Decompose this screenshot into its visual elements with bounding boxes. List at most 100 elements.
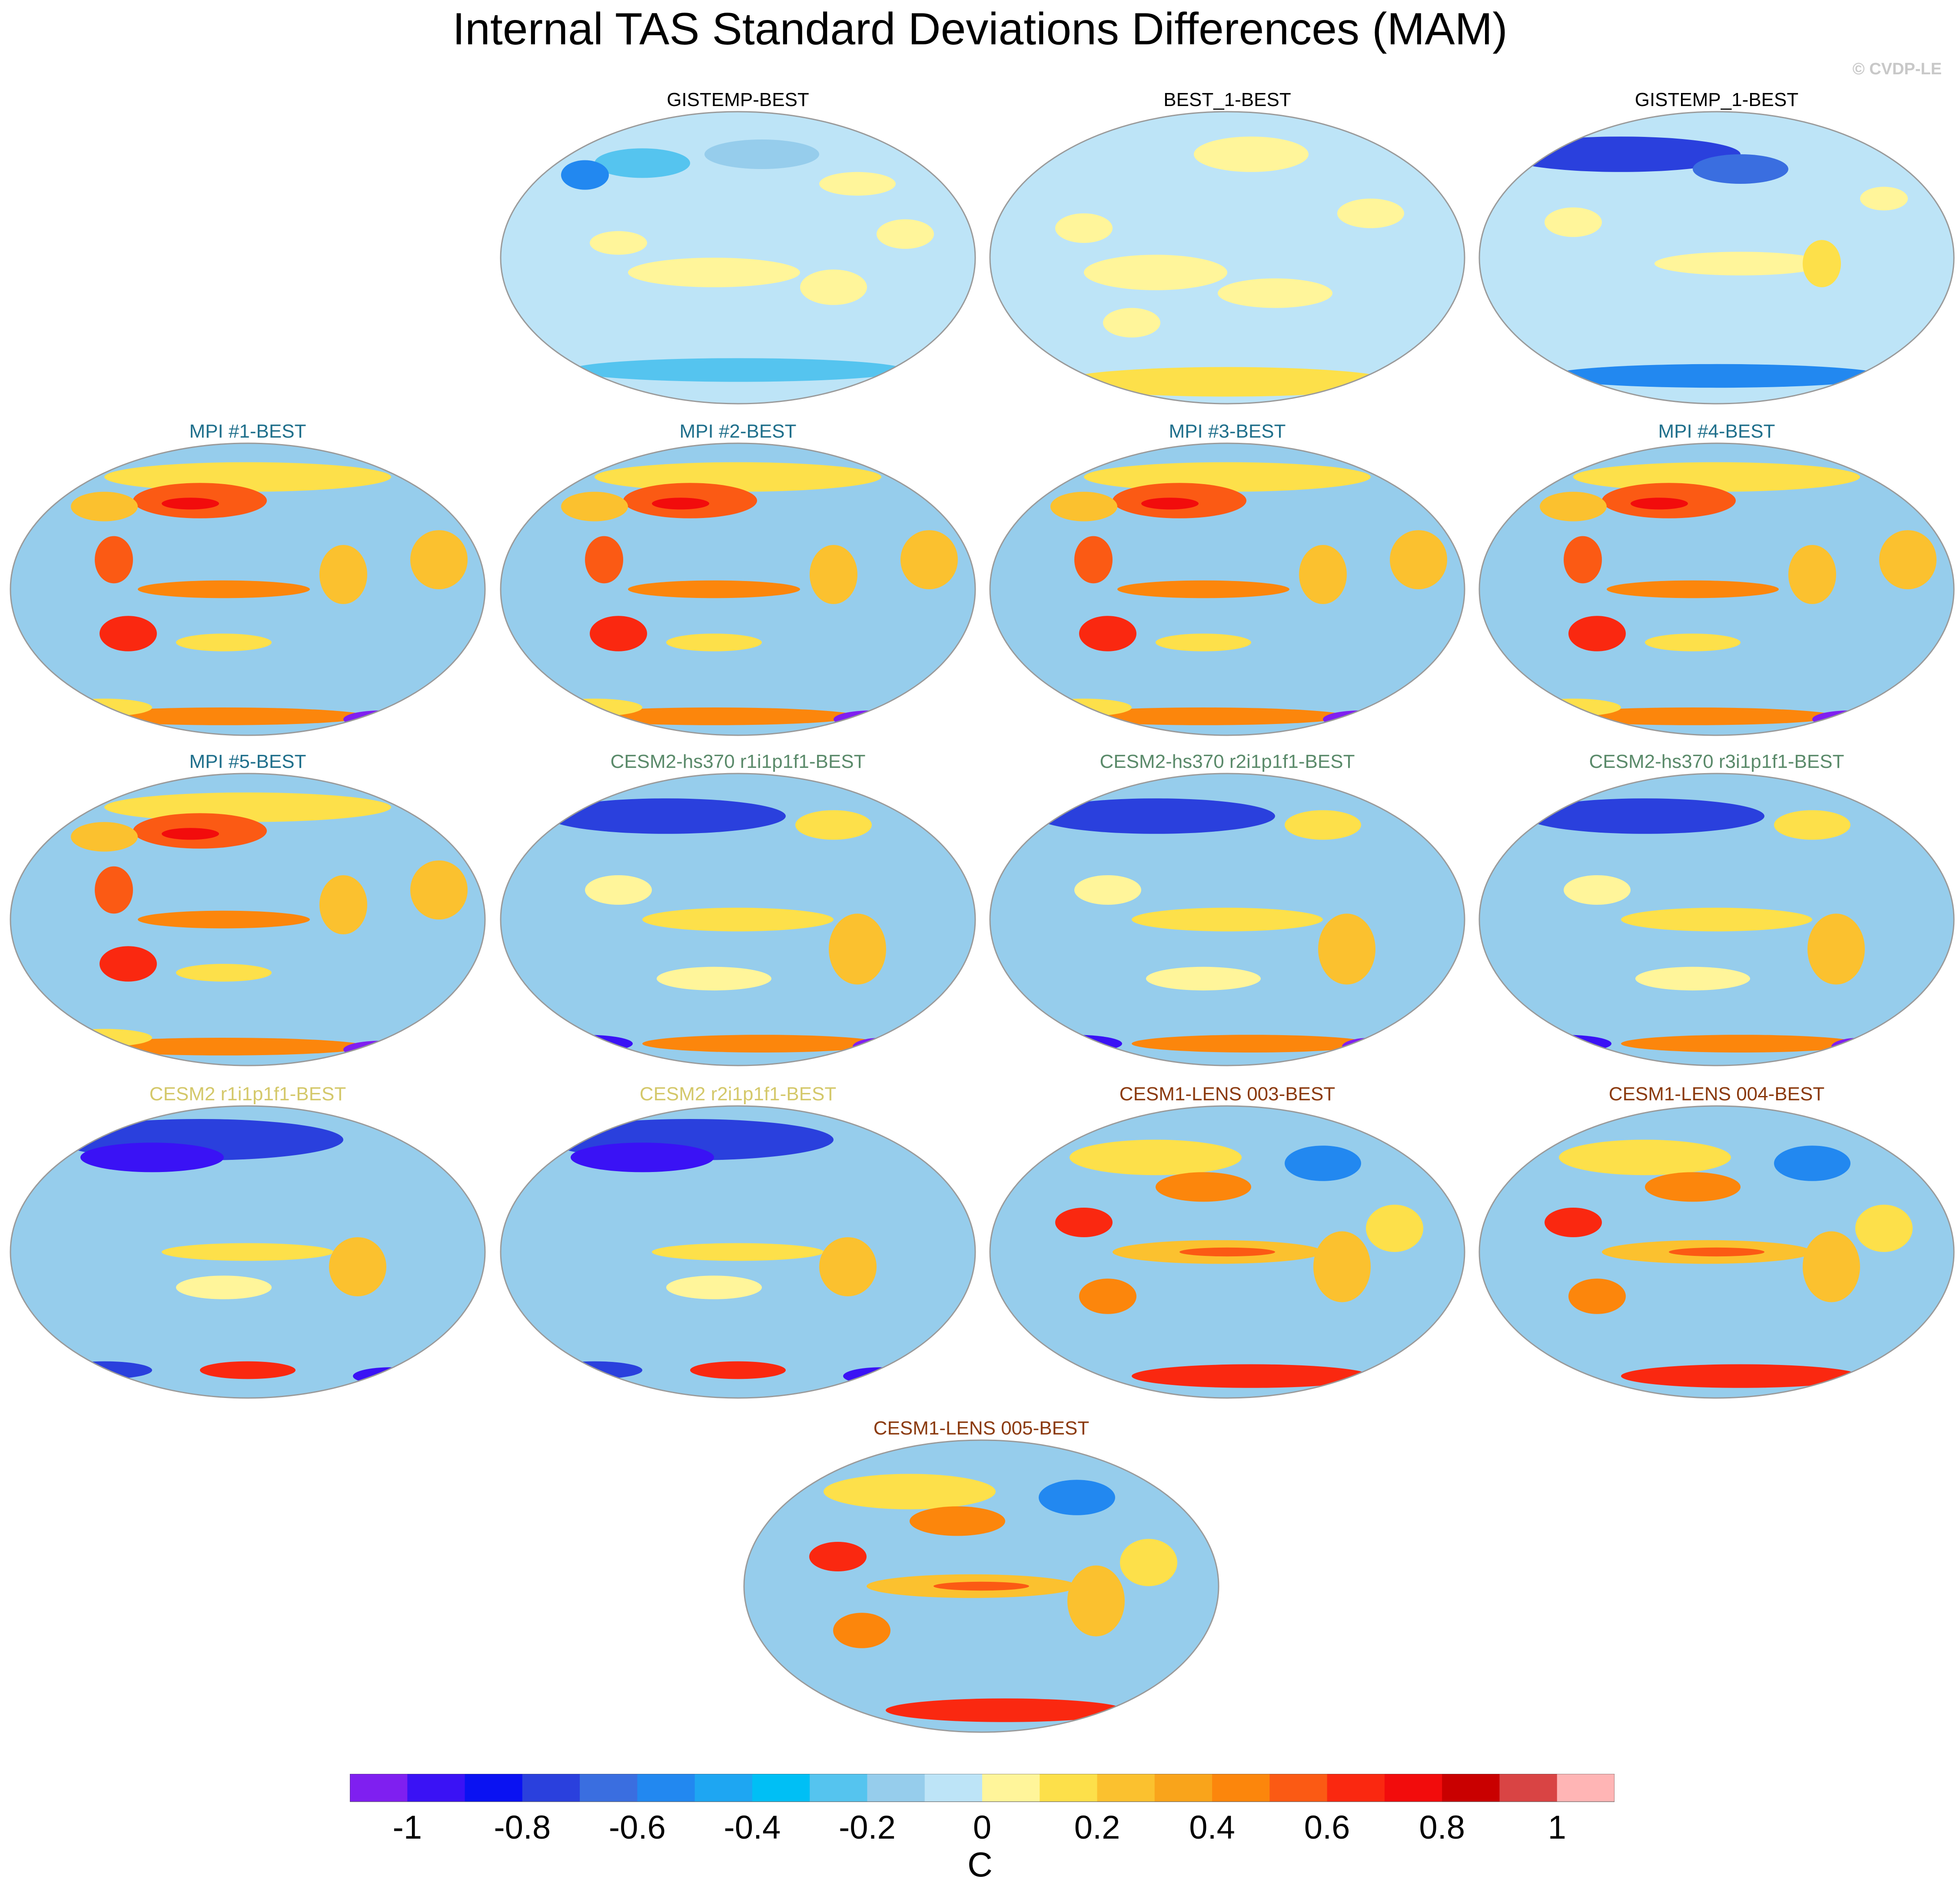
colorbar-tick-label: 0.4 <box>1189 1809 1235 1846</box>
colorbar-swatch <box>407 1774 465 1802</box>
map-outline <box>10 442 486 736</box>
robinson-map <box>500 1105 976 1399</box>
anomaly-region <box>1141 498 1199 510</box>
anomaly-region <box>585 875 652 905</box>
anomaly-region <box>1879 530 1937 589</box>
anomaly-region <box>809 1542 867 1571</box>
anomaly-region <box>547 698 642 717</box>
anomaly-region <box>819 1237 877 1296</box>
colorbar-tick-label: 0.6 <box>1304 1809 1350 1846</box>
anomaly-region <box>1654 252 1827 276</box>
anomaly-region <box>1103 308 1160 338</box>
anomaly-region <box>319 875 367 934</box>
anomaly-region <box>410 860 468 920</box>
anomaly-region <box>1621 1035 1860 1053</box>
anomaly-region <box>1621 907 1812 932</box>
anomaly-region <box>833 1613 890 1648</box>
map-outline <box>10 1105 486 1399</box>
anomaly-region <box>561 160 609 190</box>
anomaly-region <box>585 536 623 584</box>
panel-title: MPI #3-BEST <box>1169 421 1286 442</box>
map-outline <box>743 1439 1219 1733</box>
anomaly-region <box>80 707 367 725</box>
anomaly-region <box>1635 966 1750 991</box>
anomaly-region <box>1774 1146 1850 1181</box>
anomaly-region <box>1631 498 1688 510</box>
anomaly-region <box>1299 545 1347 604</box>
anomaly-region <box>1803 1231 1860 1302</box>
colorbar-swatch <box>1269 1774 1328 1802</box>
anomaly-region <box>652 498 709 510</box>
anomaly-region <box>1525 798 1764 834</box>
anomaly-region <box>1559 1139 1731 1175</box>
anomaly-region <box>571 707 857 725</box>
colorbar-swatch <box>1557 1774 1615 1802</box>
panel-title: CESM1-LENS 005-BEST <box>873 1418 1090 1439</box>
anomaly-region <box>571 1142 714 1172</box>
anomaly-region <box>1156 1172 1251 1202</box>
colorbar-tick-label: 1 <box>1548 1809 1566 1846</box>
anomaly-region <box>1860 186 1908 211</box>
anomaly-region <box>1060 367 1395 397</box>
robinson-map <box>989 773 1465 1066</box>
colorbar <box>350 1774 1615 1802</box>
anomaly-region <box>1146 966 1261 991</box>
anomaly-region <box>1117 580 1289 598</box>
anomaly-region <box>200 1361 296 1379</box>
anomaly-region <box>1645 634 1741 651</box>
figure-title: Internal TAS Standard Deviations Differe… <box>452 4 1508 54</box>
map-outline <box>1478 773 1955 1066</box>
map-outline <box>10 773 486 1066</box>
anomaly-region <box>590 231 647 255</box>
anomaly-region <box>1285 1146 1361 1181</box>
anomaly-region <box>1525 698 1621 717</box>
colorbar-swatch <box>522 1774 580 1802</box>
anomaly-region <box>1788 545 1836 604</box>
robinson-map <box>10 1105 486 1399</box>
anomaly-region <box>595 148 690 178</box>
colorbar-swatch <box>1442 1774 1500 1802</box>
colorbar-tick-label: -1 <box>392 1809 422 1846</box>
anomaly-region <box>1831 1038 1889 1056</box>
robinson-map <box>1478 773 1955 1066</box>
anomaly-region <box>71 822 138 852</box>
anomaly-region <box>1540 491 1607 521</box>
anomaly-region <box>853 1038 910 1056</box>
panel-title: GISTEMP_1-BEST <box>1634 89 1799 110</box>
anomaly-region <box>1036 698 1132 717</box>
anomaly-region <box>1313 1231 1371 1302</box>
anomaly-region <box>162 1243 334 1261</box>
anomaly-region <box>100 946 157 982</box>
anomaly-region <box>1568 1278 1626 1314</box>
anomaly-region <box>80 1038 367 1056</box>
anomaly-region <box>1179 1247 1275 1257</box>
anomaly-region <box>100 616 157 651</box>
anomaly-region <box>1568 616 1626 651</box>
anomaly-region <box>56 1029 152 1047</box>
anomaly-region <box>353 1367 429 1385</box>
panel-title: MPI #1-BEST <box>189 421 306 442</box>
anomaly-region <box>795 810 872 840</box>
anomaly-region <box>410 530 468 589</box>
anomaly-region <box>1132 1364 1371 1388</box>
colorbar-swatch <box>982 1774 1040 1802</box>
colorbar-swatch <box>694 1774 753 1802</box>
anomaly-region <box>56 698 152 717</box>
anomaly-region <box>1055 213 1113 243</box>
anomaly-region <box>547 1361 642 1379</box>
map-outline <box>1478 442 1955 736</box>
panel-title: BEST_1-BEST <box>1163 89 1291 110</box>
panel-title: CESM2 r1i1p1f1-BEST <box>149 1083 346 1105</box>
anomaly-region <box>80 1142 224 1172</box>
colorbar-tick-label: 0 <box>973 1809 992 1846</box>
anomaly-region <box>1074 536 1113 584</box>
anomaly-region <box>162 828 219 840</box>
anomaly-region <box>1807 913 1865 985</box>
anomaly-region <box>1074 875 1141 905</box>
colorbar-swatch <box>1327 1774 1385 1802</box>
anomaly-region <box>666 1275 762 1299</box>
anomaly-region <box>561 491 628 521</box>
anomaly-region <box>690 1361 786 1379</box>
robinson-map <box>1478 111 1955 405</box>
anomaly-region <box>1084 255 1227 290</box>
